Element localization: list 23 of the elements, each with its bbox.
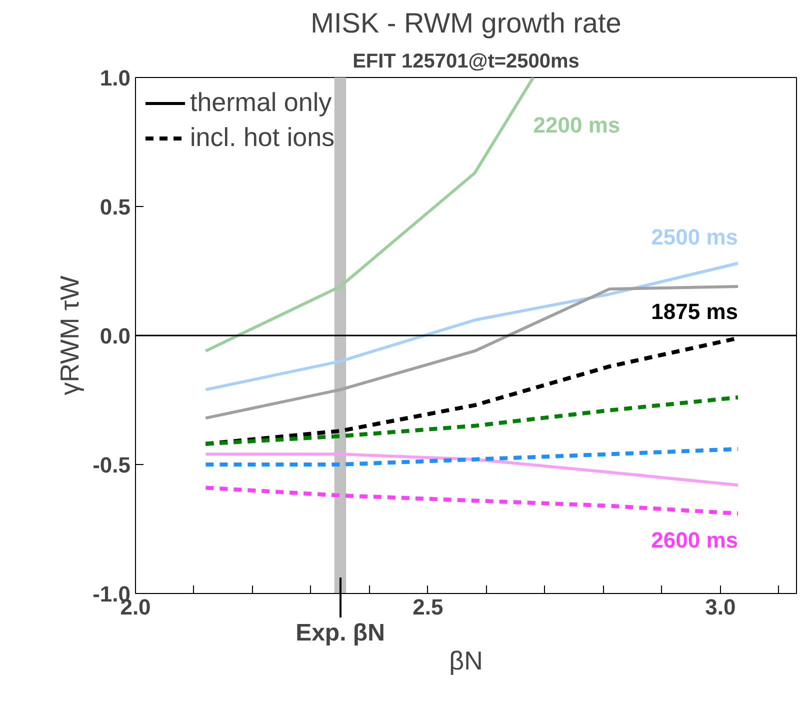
y-tick-label: -0.5 <box>92 452 131 478</box>
y-axis-title: γRWM τW <box>54 275 85 396</box>
line-series <box>204 395 740 446</box>
y-tick-label: 0.5 <box>100 194 131 220</box>
x-tick-label: 3.0 <box>705 594 736 620</box>
series-label: 2500 ms <box>651 224 738 250</box>
line-series <box>204 452 740 487</box>
series-label: 2600 ms <box>651 528 738 553</box>
x-axis-title: βN <box>449 646 483 676</box>
y-tick-label: 0.0 <box>100 324 131 348</box>
line-series <box>204 262 740 392</box>
chart-subtitle: EFIT 125701@t=2500ms <box>352 50 580 72</box>
legend-label: thermal only <box>190 87 332 118</box>
line-series <box>204 447 740 466</box>
line-series <box>204 284 740 420</box>
legend-label: incl. hot ions <box>190 122 335 153</box>
x-tick-label: 2.5 <box>412 594 444 620</box>
series-label: 1875 ms <box>651 299 738 324</box>
band-label: Exp. βN <box>296 620 385 646</box>
series-label: 2200 ms <box>533 112 620 138</box>
y-tick-label: 1.0 <box>100 66 131 90</box>
line-series <box>204 486 740 516</box>
chart-title: MISK - RWM growth rate <box>310 8 622 38</box>
